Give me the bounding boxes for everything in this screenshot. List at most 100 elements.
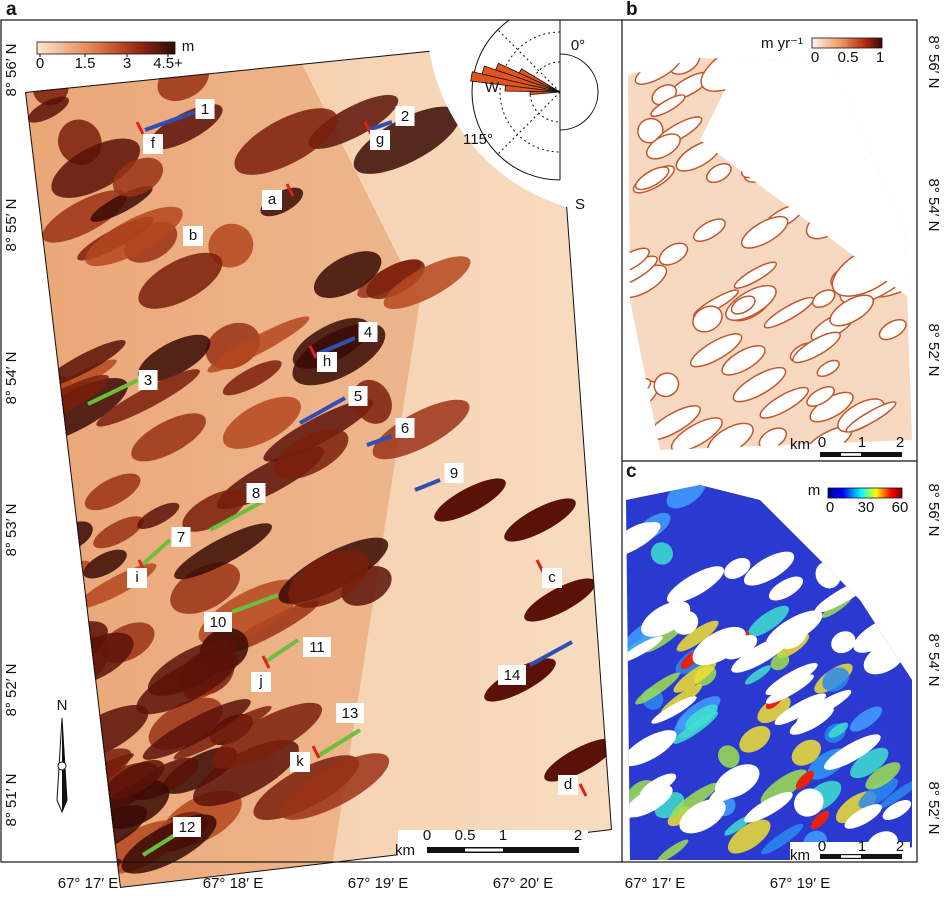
scale-tick-label: 0	[818, 434, 826, 451]
thickness-peak	[795, 770, 815, 790]
site-label: i	[135, 569, 138, 586]
thickness-patch	[747, 605, 789, 637]
site-label-box	[558, 775, 578, 795]
rose-label: S	[575, 196, 585, 213]
uncertainty-hole	[653, 372, 680, 398]
thickness-patch	[760, 769, 808, 805]
scale-unit: km	[790, 847, 810, 864]
dune	[544, 738, 612, 782]
uncertainty-hole	[658, 242, 689, 266]
profile-label-box	[195, 99, 215, 119]
rose	[427, 20, 622, 215]
thickness-patch	[806, 507, 827, 523]
profile-label: 14	[504, 667, 521, 684]
rose-inner-circle	[559, 53, 599, 131]
site-label-box	[290, 752, 310, 772]
dune	[131, 413, 206, 462]
thickness-patch	[791, 739, 822, 766]
dune	[25, 452, 61, 477]
thickness-patch	[671, 782, 718, 817]
rose-petal	[518, 68, 561, 93]
site-label-box	[370, 130, 390, 150]
site-label: g	[376, 131, 384, 148]
scale-unit: km	[790, 436, 810, 453]
dune	[138, 252, 223, 309]
profile-line	[299, 396, 346, 425]
thickness-patch	[757, 695, 791, 724]
scale-tick-label: 0.5	[455, 827, 476, 844]
uncertainty-hole	[845, 401, 897, 433]
site-label: h	[323, 353, 331, 370]
colorbar	[827, 487, 903, 499]
profile-label: 8	[252, 485, 260, 502]
panel-letter: a	[6, 0, 17, 20]
uncertainty-hole	[732, 366, 787, 403]
colorbar-tick-label: 0.5	[838, 49, 859, 66]
thickness-patch	[878, 778, 912, 809]
colorbar-tick-label: 0	[826, 499, 834, 516]
uncertainty-hole	[861, 61, 912, 105]
dune	[142, 699, 251, 760]
thickness-patch	[850, 747, 889, 779]
profile-label-box	[395, 418, 415, 438]
dune	[182, 489, 247, 532]
thickness-patch	[727, 819, 771, 854]
site-label: a	[268, 191, 277, 208]
dune	[25, 573, 63, 616]
interdune-gap	[855, 554, 907, 591]
site-label-box	[542, 568, 562, 588]
profile-label-box	[395, 106, 415, 126]
x-coordinate-label: 67° 17′ E	[625, 875, 686, 892]
uncertainty-hole	[721, 345, 766, 376]
dune	[222, 360, 282, 396]
scale-tick-label: 0	[818, 838, 826, 855]
interdune-gap	[793, 788, 824, 817]
thickness-patch	[858, 522, 899, 553]
thickness-patch	[761, 823, 804, 855]
uncertainty-hole	[829, 294, 875, 327]
interdune-gap	[626, 522, 661, 558]
dune	[366, 259, 425, 300]
thickness-patch	[892, 556, 912, 574]
y-coordinate-label: 8° 56′ N	[925, 483, 942, 536]
dune	[96, 369, 200, 427]
site-mark	[578, 783, 588, 797]
dune	[147, 639, 237, 696]
profile-label-box	[303, 637, 331, 657]
x-coordinate-label: 67° 19′ E	[348, 875, 409, 892]
map-a-edge	[25, 38, 612, 888]
profile-label-box	[348, 386, 368, 406]
site-label: d	[564, 776, 572, 793]
profile-label-box	[171, 527, 191, 547]
dune	[193, 739, 299, 807]
scale-bar-segment	[841, 453, 861, 456]
profile-label: 4	[364, 324, 372, 341]
site-label: j	[258, 673, 262, 690]
map-a	[25, 38, 612, 888]
profile-line	[209, 500, 263, 532]
dune	[383, 256, 471, 309]
dune	[504, 498, 576, 542]
site-label: k	[296, 753, 304, 770]
interdune-gap	[724, 557, 751, 579]
profile-label: 6	[401, 420, 409, 437]
interdune-gap	[672, 610, 699, 635]
profile-line	[529, 640, 573, 667]
uncertainty-hole	[645, 133, 681, 160]
profile-label-box	[358, 322, 378, 342]
north-label: N	[57, 697, 68, 714]
colorbar-tick-label: 30	[858, 499, 875, 516]
y-coordinate-label: 8° 56′ N	[3, 43, 20, 96]
interdune-gap	[768, 576, 804, 601]
profile-line	[366, 434, 393, 447]
x-coordinate-label: 67° 20′ E	[493, 875, 554, 892]
interdune-gap	[679, 798, 726, 834]
y-coordinate-label: 8° 52′ N	[925, 781, 942, 834]
dune	[308, 94, 399, 149]
interdune-gap	[640, 773, 677, 798]
thickness-patch	[673, 711, 719, 744]
interdune-gap	[743, 551, 795, 586]
interdune-gap	[641, 601, 691, 637]
rose-dotted-arc	[529, 61, 561, 123]
profile-line	[231, 593, 279, 614]
